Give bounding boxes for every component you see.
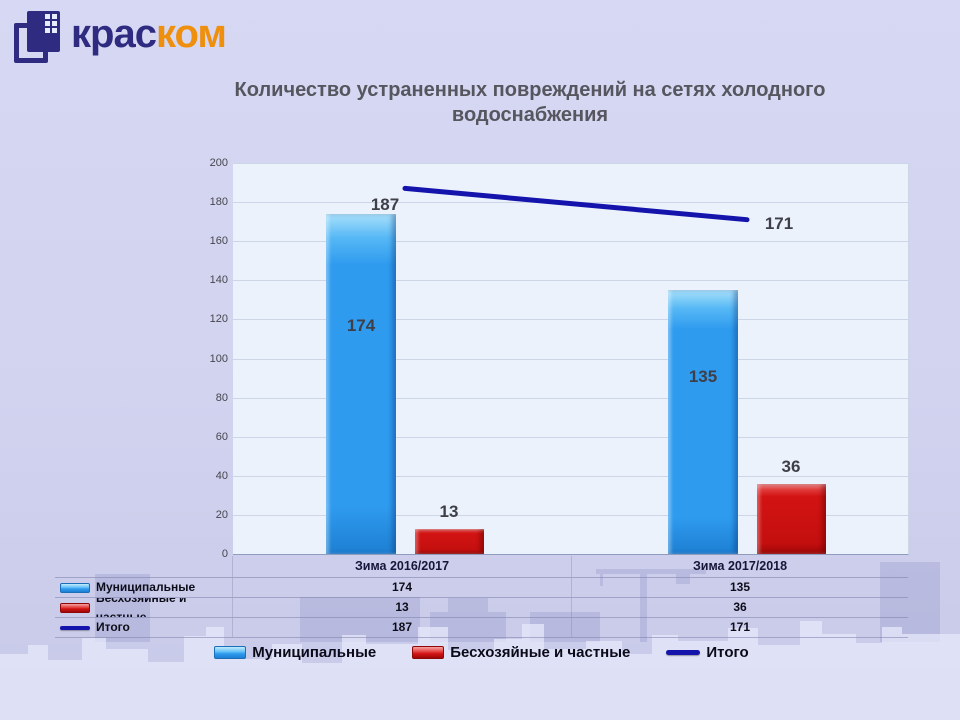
- red-bar-swatch-icon: [412, 645, 445, 659]
- table-value: 171: [571, 618, 908, 637]
- table-row-label-total: Итого: [55, 618, 233, 637]
- line-value-label: 187: [370, 195, 400, 215]
- bar-ownerless-private-1: [415, 528, 484, 554]
- y-axis-tick-label: 20: [215, 508, 228, 521]
- y-axis-tick-label: 200: [209, 157, 228, 169]
- legend-item-ownerless-private: Бесхозяйные и частные: [412, 644, 630, 661]
- table-row-total: Итого 187 171: [55, 618, 908, 638]
- legend-label-total: Итого: [706, 643, 749, 661]
- slide-title: Количество устраненных повреждений на се…: [234, 79, 826, 126]
- legend-label-municipal: Муниципальные: [252, 643, 377, 661]
- kraskom-logo-icon: [14, 8, 64, 63]
- x-axis-label-winter-2016-2017: Зима 2016/2017: [354, 559, 450, 573]
- legend-item-municipal: Муниципальные: [214, 644, 376, 661]
- series-label-ownerless-private: Бесхозяйные и частные: [96, 598, 186, 617]
- gridline: [233, 475, 908, 477]
- city-skyline-silhouette-front: [0, 621, 960, 720]
- table-row-label-ownerless-private: Бесхозяйные и частные: [55, 598, 233, 617]
- y-axis-tick-label: 60: [215, 430, 228, 443]
- table-row-municipal: Муниципальные 174 135: [55, 578, 908, 598]
- table-row-label-municipal: Муниципальные: [55, 578, 233, 597]
- y-axis-tick-label: 140: [209, 274, 228, 287]
- legend-key-red-bar-icon: [60, 602, 90, 613]
- logo-text-kras: крас: [71, 12, 157, 56]
- gridline: [233, 163, 908, 164]
- bar-ownerless-private-2: [757, 483, 826, 554]
- table-row-ownerless-private: Бесхозяйные и частные 13 36: [55, 598, 908, 618]
- bar-value-label: 13: [439, 501, 459, 521]
- legend-item-total: Итого: [666, 643, 749, 661]
- y-axis-tick-label: 160: [209, 235, 228, 248]
- gridline: [233, 358, 908, 360]
- table-value: 187: [391, 620, 413, 634]
- x-axis-label-winter-2017-2018: Зима 2017/2018: [571, 556, 908, 577]
- table-header-row: Зима 2016/2017 Зима 2017/2018: [55, 556, 908, 578]
- bar-value-label: 36: [781, 456, 801, 476]
- bar-municipal-1: [326, 213, 396, 554]
- logo-wordmark: краском: [71, 8, 227, 60]
- y-axis-tick-label: 80: [215, 391, 228, 404]
- table-value: 13: [395, 600, 409, 614]
- gridline: [233, 436, 908, 438]
- y-axis-tick-label: 40: [215, 469, 228, 482]
- kraskom-logo: краском: [14, 8, 227, 63]
- bar-value-label: 135: [688, 367, 718, 387]
- logo-text-kom: ком: [155, 12, 227, 56]
- table-value: 135: [571, 578, 908, 597]
- gridline: [233, 514, 908, 516]
- logo-pixel-tiles: [45, 14, 57, 33]
- line-swatch-icon: [666, 649, 701, 655]
- gridline: [233, 397, 908, 399]
- series-label-total: Итого: [96, 620, 130, 634]
- chart-legend: Муниципальные Бесхозяйные и частные Итог…: [55, 640, 908, 664]
- table-value: 36: [571, 598, 908, 617]
- gridline: [233, 319, 908, 321]
- logo-front-square: [27, 11, 60, 52]
- series-label-municipal: Муниципальные: [96, 580, 196, 594]
- line-value-label: 171: [764, 213, 794, 233]
- blue-bar-swatch-icon: [214, 645, 247, 659]
- table-value: 174: [391, 580, 413, 594]
- gridline: [233, 280, 908, 282]
- table-corner-cell: [55, 556, 233, 577]
- plot-area: 174 13 135 36 187 171: [233, 163, 909, 555]
- y-axis: 0 20 40 60 80 100 120 140 160 180 200: [190, 157, 228, 560]
- bar-value-label: 174: [346, 316, 376, 336]
- total-line-series: [402, 185, 750, 223]
- legend-key-blue-bar-icon: [60, 582, 90, 593]
- bar-municipal-2: [668, 290, 738, 554]
- y-axis-tick-label: 120: [209, 313, 228, 326]
- chart-data-table: Зима 2016/2017 Зима 2017/2018 Муниципаль…: [55, 556, 908, 638]
- y-axis-tick-label: 180: [209, 196, 228, 209]
- legend-key-line-icon: [60, 625, 90, 630]
- gridline: [233, 241, 908, 243]
- legend-label-ownerless-private: Бесхозяйные и частные: [450, 643, 631, 661]
- y-axis-tick-label: 100: [209, 352, 228, 365]
- y-axis-tick-label: 0: [221, 548, 228, 560]
